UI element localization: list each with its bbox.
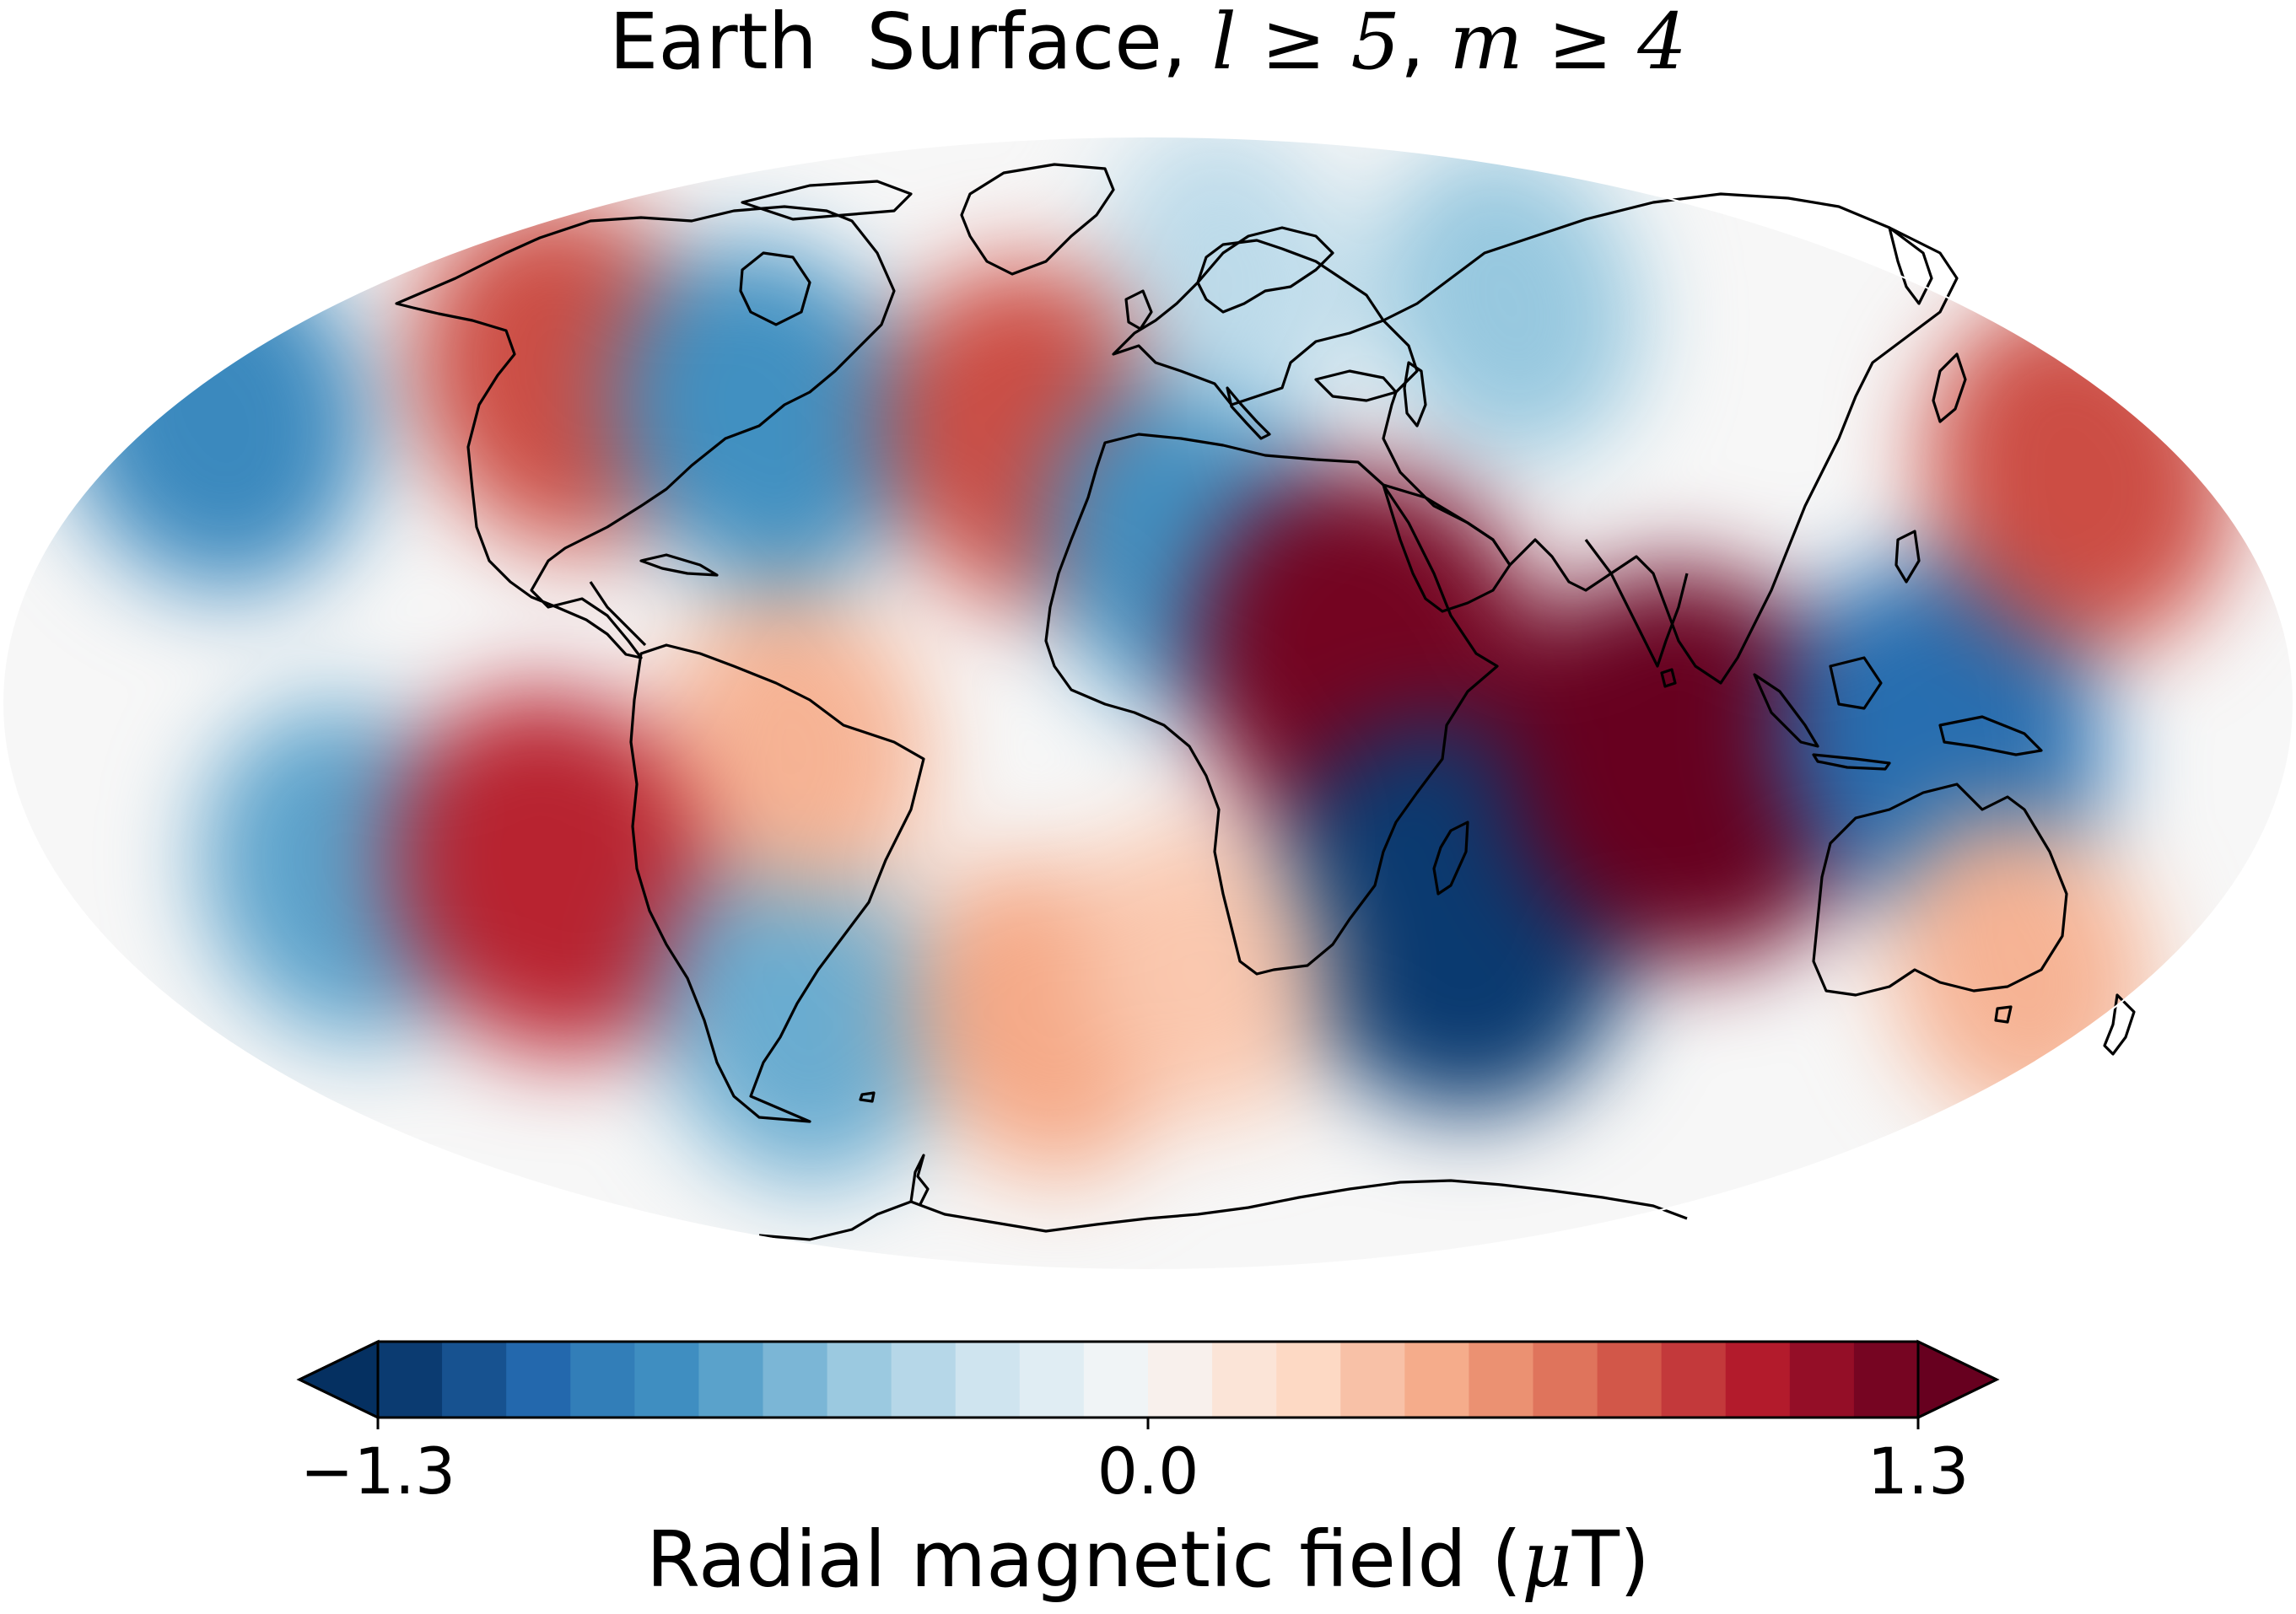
colorbar-tick-min: −1.3 bbox=[299, 1434, 456, 1509]
colorbar-label-unit: T) bbox=[1571, 1514, 1650, 1605]
coastline-south-america bbox=[629, 643, 925, 1123]
colorbar-segment bbox=[1148, 1342, 1213, 1418]
colorbar-label: Radial magnetic field (μT) bbox=[0, 1518, 2296, 1602]
colorbar-segment bbox=[891, 1342, 957, 1418]
colorbar-label-mu: μ bbox=[1521, 1514, 1572, 1605]
positive-field-lobe bbox=[1079, 818, 1330, 1119]
coastline-africa bbox=[1044, 433, 1499, 976]
colorbar-extend-max bbox=[1916, 1339, 2000, 1420]
colorbar-extend-min bbox=[296, 1339, 380, 1420]
coastline-antarctica bbox=[758, 1179, 1688, 1241]
coastline-antarctic-peninsula bbox=[909, 1154, 930, 1207]
colorbar-segment bbox=[1725, 1342, 1791, 1418]
colorbar-segment bbox=[378, 1342, 443, 1418]
title-prefix: Earth Surface, bbox=[609, 0, 1212, 87]
colorbar-segment bbox=[1019, 1342, 1085, 1418]
coastline-australia bbox=[1812, 783, 2068, 997]
coastline-japan bbox=[1932, 352, 1967, 423]
colorbar-tick-max: 1.3 bbox=[1867, 1434, 1970, 1509]
title-separator: , bbox=[1399, 0, 1450, 87]
coastline-hudson-bay bbox=[739, 251, 811, 326]
coastline-new-zealand bbox=[2103, 993, 2136, 1056]
colorbar-segment bbox=[1853, 1342, 1919, 1418]
positive-field-lobe bbox=[667, 587, 930, 897]
field-layer bbox=[3, 137, 2293, 1270]
field-contours bbox=[61, 137, 2234, 1184]
colorbar-segment bbox=[955, 1342, 1021, 1418]
colorbar-tick-mid: 0.0 bbox=[1097, 1434, 1199, 1509]
colorbar-segment bbox=[634, 1342, 700, 1418]
coastline-sri-lanka bbox=[1660, 668, 1677, 688]
colorbar-segment bbox=[442, 1342, 507, 1418]
coastline-india bbox=[1584, 539, 1689, 668]
coastline-central-america bbox=[589, 581, 647, 647]
title-l-condition: l ≥ 5 bbox=[1211, 0, 1400, 87]
coastline-cuba bbox=[639, 553, 719, 577]
coastline-kamchatka bbox=[1888, 226, 1933, 305]
coastline-europe bbox=[1112, 239, 1385, 406]
coastline-new-guinea bbox=[1938, 715, 2043, 756]
colorbar-segment bbox=[1083, 1342, 1149, 1418]
coastline-philippines bbox=[1894, 530, 1921, 584]
coastline-java bbox=[1812, 753, 1891, 771]
coastline-tasmania bbox=[1994, 1005, 2013, 1024]
coastline-greenland bbox=[960, 163, 1115, 276]
colorbar-segment bbox=[1597, 1342, 1663, 1418]
colorbar-segment bbox=[698, 1342, 764, 1418]
colorbar-segment bbox=[763, 1342, 828, 1418]
coastline-falklands bbox=[859, 1091, 876, 1103]
coastline-arctic-islands bbox=[741, 180, 913, 221]
colorbar-segment bbox=[1789, 1342, 1855, 1418]
negative-field-lobe bbox=[1105, 137, 1356, 422]
colorbar-segment bbox=[1276, 1342, 1341, 1418]
title-m-condition: m ≥ 4 bbox=[1449, 0, 1687, 87]
coastline-scandinavia bbox=[1196, 226, 1334, 314]
coastline-north-america bbox=[395, 205, 896, 659]
positive-field-lobe bbox=[1505, 567, 1867, 965]
coastlines bbox=[395, 163, 2136, 1241]
colorbar-segment bbox=[1212, 1342, 1277, 1418]
colorbar-segments bbox=[378, 1342, 1919, 1418]
colorbar-segment bbox=[1340, 1342, 1405, 1418]
coastline-asia bbox=[1382, 192, 1959, 685]
positive-field-lobe bbox=[390, 689, 716, 1057]
colorbar-label-text: Radial magnetic field ( bbox=[646, 1514, 1522, 1605]
coastline-british-isles bbox=[1124, 289, 1153, 331]
coastline-borneo bbox=[1829, 656, 1883, 710]
map-boundary bbox=[2, 136, 2294, 1271]
colorbar-segment bbox=[1469, 1342, 1534, 1418]
colorbar-segment bbox=[1404, 1342, 1470, 1418]
coastline-madagascar bbox=[1432, 820, 1469, 896]
figure-title: Earth Surface, l ≥ 5, m ≥ 4 bbox=[0, 0, 2296, 84]
colorbar-segment bbox=[1661, 1342, 1727, 1418]
coastline-sumatra bbox=[1753, 673, 1819, 748]
negative-field-lobe bbox=[612, 243, 915, 590]
colorbar-segment bbox=[506, 1342, 571, 1418]
colorbar-segment bbox=[570, 1342, 635, 1418]
colorbar-segment bbox=[1533, 1342, 1598, 1418]
colorbar-segment bbox=[827, 1342, 892, 1418]
coastline-italy bbox=[1226, 386, 1271, 440]
coastline-caspian bbox=[1403, 361, 1427, 428]
